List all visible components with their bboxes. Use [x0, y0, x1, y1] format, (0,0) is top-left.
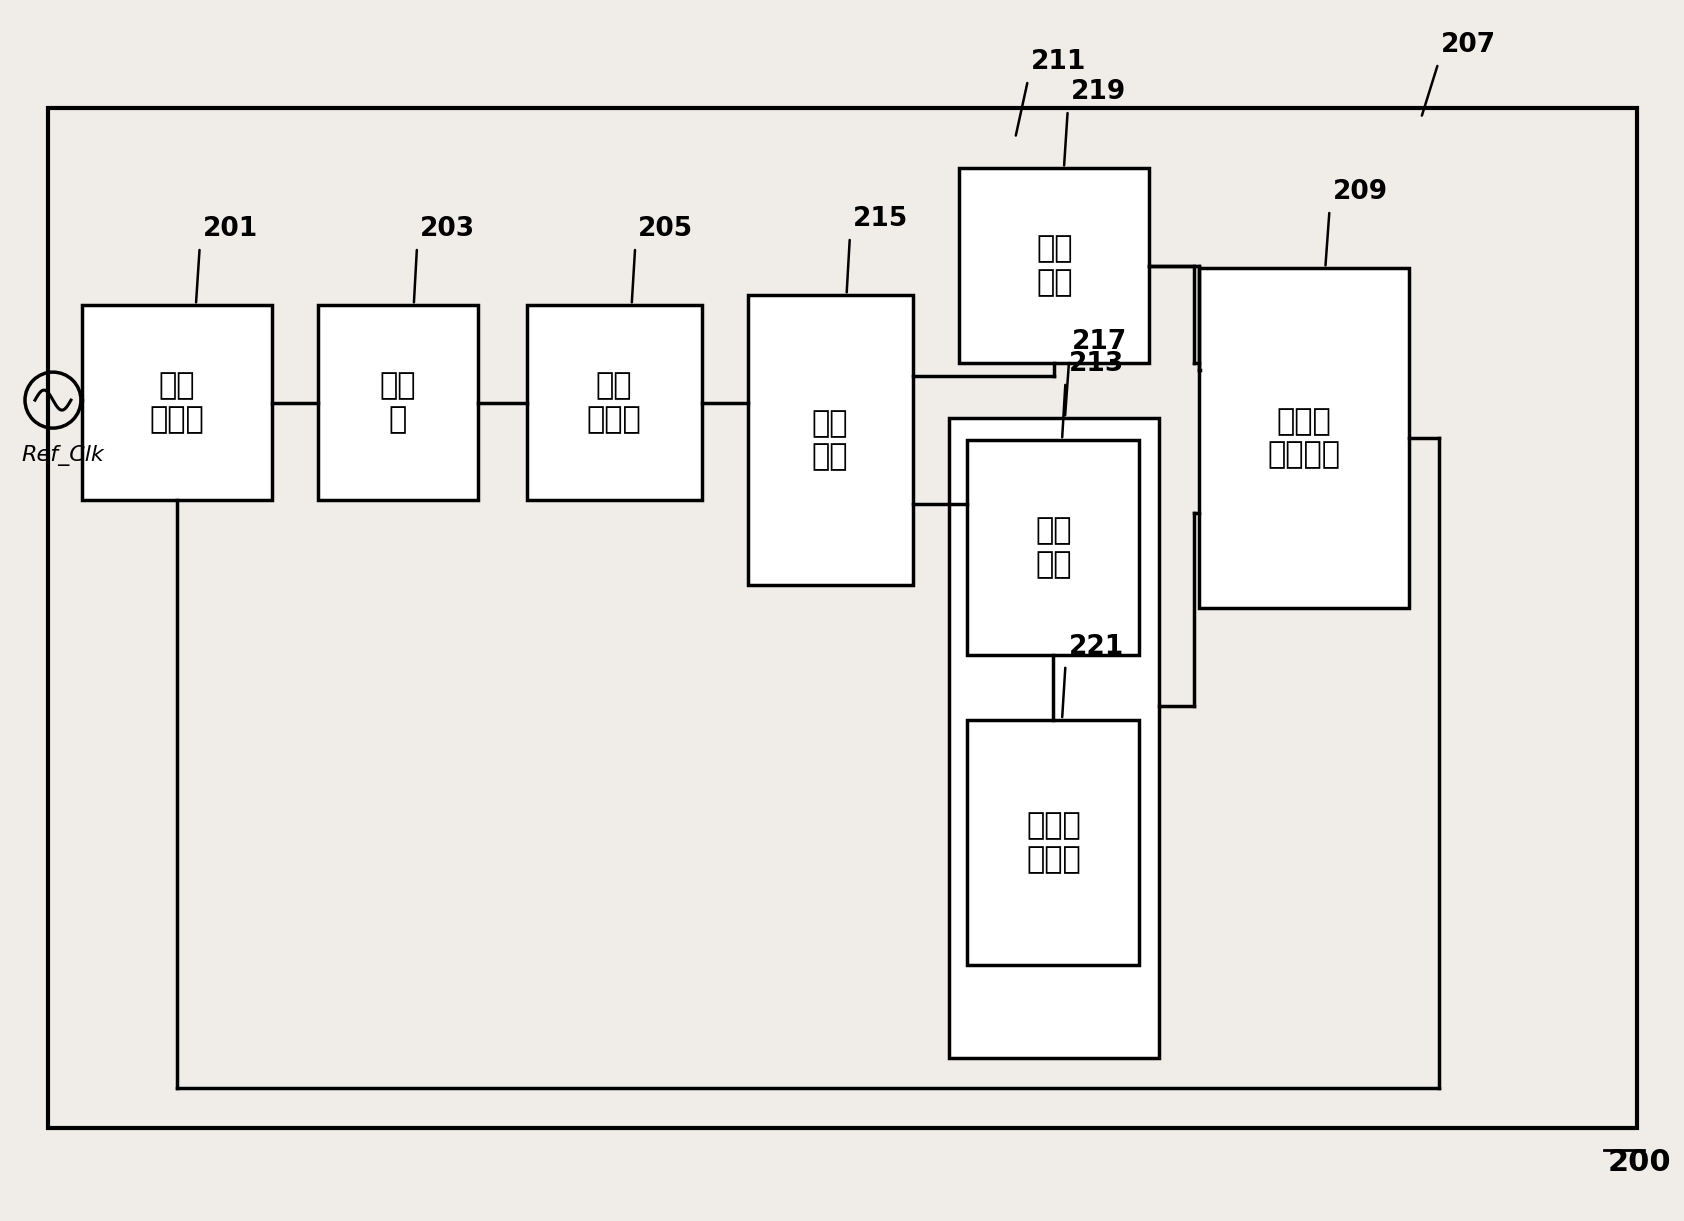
Bar	[318, 305, 478, 501]
Bar	[748, 295, 913, 585]
Text: 203: 203	[419, 216, 475, 242]
Text: 电荷
泵: 电荷 泵	[379, 371, 416, 433]
Bar	[1049, 118, 1622, 1107]
Text: 处理
单元: 处理 单元	[1036, 516, 1071, 579]
Text: 滤波
单元: 滤波 单元	[812, 409, 849, 471]
Bar	[527, 305, 702, 501]
Text: 相位
侦测器: 相位 侦测器	[150, 371, 204, 433]
Bar	[47, 109, 1637, 1128]
Text: 219: 219	[1071, 79, 1127, 105]
Text: 213: 213	[1068, 352, 1123, 377]
Text: 201: 201	[202, 216, 258, 242]
Text: 环形振
荡器单元: 环形振 荡器单元	[1268, 407, 1340, 469]
Text: 211: 211	[1031, 49, 1086, 76]
Bar	[1199, 269, 1410, 608]
Text: 209: 209	[1332, 179, 1388, 205]
Bar	[960, 168, 1150, 363]
Text: 207: 207	[1442, 32, 1497, 59]
Text: 221: 221	[1068, 634, 1123, 661]
Bar	[729, 138, 1364, 1103]
Text: 回路
滤波器: 回路 滤波器	[586, 371, 642, 433]
Bar	[968, 720, 1140, 965]
Text: 215: 215	[852, 206, 908, 232]
Bar	[968, 440, 1140, 654]
Text: 驱动
单元: 驱动 单元	[1036, 234, 1073, 297]
Text: 205: 205	[638, 216, 694, 242]
Text: 电容调
整单元: 电容调 整单元	[1026, 811, 1081, 874]
Text: 217: 217	[1073, 330, 1127, 355]
Bar	[950, 418, 1159, 1057]
Text: 200: 200	[1607, 1148, 1671, 1177]
Bar	[83, 305, 271, 501]
Text: Ref_Clk: Ref_Clk	[20, 446, 104, 466]
